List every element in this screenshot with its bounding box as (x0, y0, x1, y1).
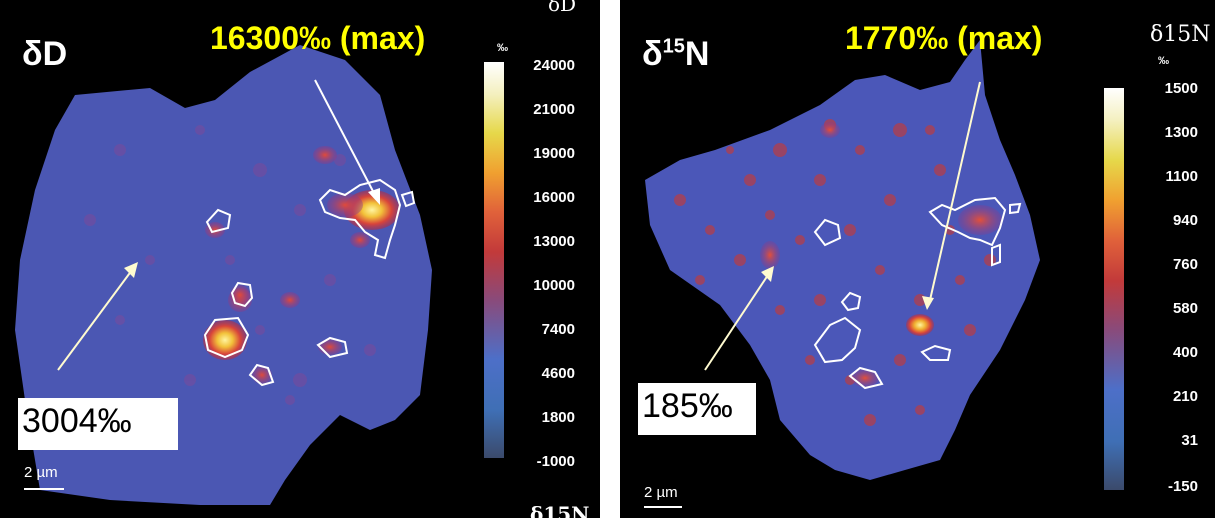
colorbar-tick: 580 (1172, 300, 1198, 317)
clipped-label: δ15N (530, 502, 590, 518)
colorbar-tick: 13000 (533, 233, 575, 250)
colorbar-tick: 940 (1172, 212, 1198, 229)
colorbar-tick: -150 (1167, 478, 1198, 495)
colorbar-tick: 400 (1172, 344, 1198, 361)
delta-d-isotope-map (15, 45, 432, 505)
delta-15n-map-panel: δ15N 1770‰ (max) 185‰ δ15N ‰ 1500 1300 1… (620, 0, 1215, 518)
scale-bar-label: 2 µm (24, 464, 58, 481)
colorbar (484, 62, 504, 458)
min-value-label: 3004‰ (22, 402, 132, 440)
colorbar-tick: 7400 (541, 321, 575, 338)
colorbar-tick: 1500 (1164, 80, 1198, 97)
colorbar-tick: 21000 (533, 101, 575, 118)
min-value-label: 185‰ (642, 387, 733, 425)
delta-15n-isotope-map (645, 40, 1040, 480)
colorbar-tick: -1000 (536, 453, 575, 470)
max-value-label: 16300‰ (max) (210, 20, 426, 56)
colorbar-unit: ‰ (497, 42, 508, 54)
colorbar-tick: 760 (1172, 256, 1198, 273)
panel-title: δD (22, 35, 68, 73)
colorbar-tick: 1800 (541, 409, 575, 426)
max-value-label: 1770‰ (max) (845, 20, 1043, 56)
colorbar (1104, 88, 1124, 490)
colorbar-tick: 31 (1181, 432, 1198, 449)
colorbar-tick: 19000 (533, 145, 575, 162)
colorbar-tick: 24000 (533, 57, 575, 74)
min-label-background (18, 398, 178, 450)
delta-d-map-panel: δD 16300‰ (max) 3004‰ δD ‰ 24000 21000 1… (0, 0, 600, 518)
grain-outline (645, 40, 1040, 480)
colorbar-tick: 210 (1172, 388, 1198, 405)
colorbar-tick: 4600 (541, 365, 575, 382)
colorbar-tick: 16000 (533, 189, 575, 206)
colorbar-tick: 10000 (533, 277, 575, 294)
colorbar-unit: ‰ (1158, 55, 1169, 67)
colorbar-tick: 1100 (1165, 168, 1198, 185)
scale-bar-label: 2 µm (644, 484, 678, 501)
panel-title: δ15N (642, 35, 710, 73)
min-label-background (638, 383, 756, 435)
colorbar-title: δ15N (1150, 22, 1211, 47)
scale-bar (24, 488, 64, 490)
scale-bar (644, 506, 682, 508)
colorbar-title: δD (548, 0, 577, 16)
colorbar-tick: 1300 (1164, 124, 1198, 141)
